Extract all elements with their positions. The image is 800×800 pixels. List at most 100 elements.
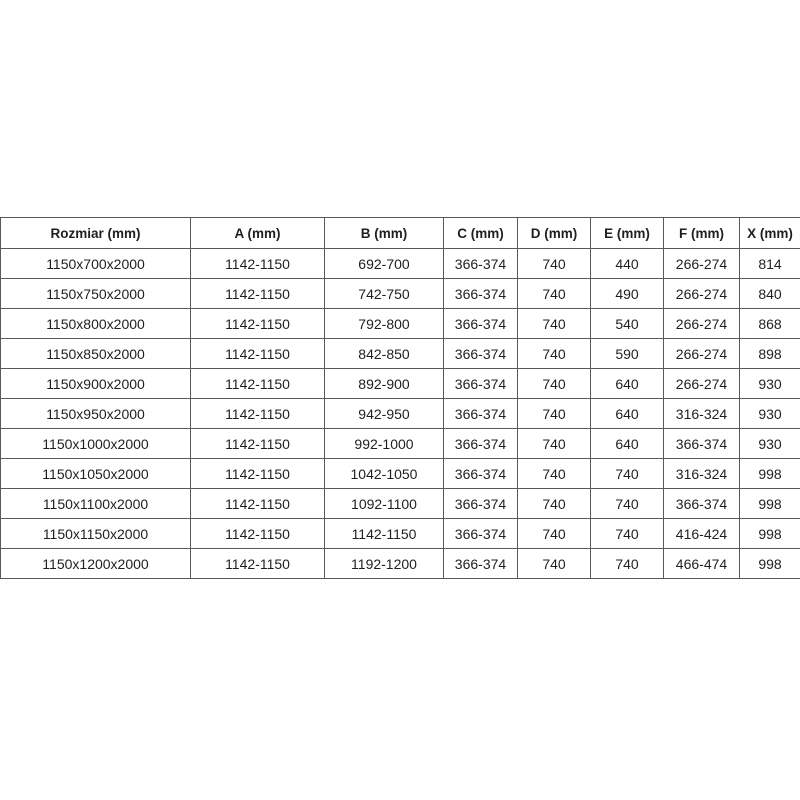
table-row: 1150x750x2000 1142-1150 742-750 366-374 740 4… — [0, 278, 800, 309]
table-cell: 1142-1150 — [324, 518, 444, 549]
table-cell: 1142-1150 — [190, 368, 325, 399]
table-cell: 540 — [590, 308, 664, 339]
table-row: 1150x1100x2000 1142-1150 1092-1100 366-374 7… — [0, 488, 800, 519]
table-cell: 1142-1150 — [190, 398, 325, 429]
dimensions-table: Rozmiar (mm) A (mm) B (mm) C (mm) D (mm) E (m… — [0, 217, 800, 579]
table-row: 1150x950x2000 1142-1150 942-950 366-374 740 6… — [0, 398, 800, 429]
table-cell: 366-374 — [663, 428, 740, 459]
table-cell: 366-374 — [443, 458, 518, 489]
table-cell: 1142-1150 — [190, 278, 325, 309]
table-cell: 740 — [590, 458, 664, 489]
table-cell: 998 — [739, 548, 800, 579]
table-cell: 366-374 — [443, 548, 518, 579]
table-cell: 366-374 — [443, 278, 518, 309]
table-cell: 840 — [739, 278, 800, 309]
table-cell: 842-850 — [324, 338, 444, 369]
table-cell: 1142-1150 — [190, 428, 325, 459]
table-cell: 740 — [517, 548, 591, 579]
table-cell: 366-374 — [443, 368, 518, 399]
table-cell: 466-474 — [663, 548, 740, 579]
column-header: C (mm) — [443, 217, 518, 249]
column-header: A (mm) — [190, 217, 325, 249]
table-cell: 1150x850x2000 — [0, 338, 191, 369]
table-cell: 1150x700x2000 — [0, 248, 191, 279]
table-cell: 366-374 — [443, 488, 518, 519]
table-cell: 740 — [590, 548, 664, 579]
table-cell: 490 — [590, 278, 664, 309]
table-cell: 740 — [517, 518, 591, 549]
column-header: F (mm) — [663, 217, 740, 249]
table-cell: 742-750 — [324, 278, 444, 309]
table-cell: 740 — [517, 368, 591, 399]
table-row: 1150x1050x2000 1142-1150 1042-1050 366-374 7… — [0, 458, 800, 489]
table-row: 1150x700x2000 1142-1150 692-700 366-374 740 4… — [0, 248, 800, 279]
table-cell: 416-424 — [663, 518, 740, 549]
table-cell: 266-274 — [663, 248, 740, 279]
column-header: B (mm) — [324, 217, 444, 249]
table-cell: 1150x1000x2000 — [0, 428, 191, 459]
table-cell: 1092-1100 — [324, 488, 444, 519]
table-cell: 1150x900x2000 — [0, 368, 191, 399]
table-cell: 640 — [590, 428, 664, 459]
table-cell: 366-374 — [443, 308, 518, 339]
table-cell: 1142-1150 — [190, 248, 325, 279]
table-cell: 930 — [739, 428, 800, 459]
table-cell: 366-374 — [443, 428, 518, 459]
column-header: E (mm) — [590, 217, 664, 249]
table-row: 1150x900x2000 1142-1150 892-900 366-374 740 6… — [0, 368, 800, 399]
table-cell: 930 — [739, 398, 800, 429]
dimensions-table-container: Rozmiar (mm) A (mm) B (mm) C (mm) D (mm) E (m… — [0, 217, 800, 579]
table-cell: 1150x1100x2000 — [0, 488, 191, 519]
table-cell: 1142-1150 — [190, 458, 325, 489]
table-cell: 740 — [517, 458, 591, 489]
table-cell: 1150x800x2000 — [0, 308, 191, 339]
table-body: 1150x700x2000 1142-1150 692-700 366-374 740 4… — [0, 248, 800, 579]
table-cell: 1042-1050 — [324, 458, 444, 489]
table-cell: 942-950 — [324, 398, 444, 429]
table-cell: 740 — [590, 518, 664, 549]
table-cell: 266-274 — [663, 338, 740, 369]
table-cell: 998 — [739, 518, 800, 549]
table-cell: 740 — [517, 398, 591, 429]
table-cell: 792-800 — [324, 308, 444, 339]
table-cell: 740 — [517, 338, 591, 369]
table-cell: 740 — [517, 278, 591, 309]
table-row: 1150x1200x2000 1142-1150 1192-1200 366-374 7… — [0, 548, 800, 579]
table-cell: 1142-1150 — [190, 518, 325, 549]
table-cell: 366-374 — [443, 248, 518, 279]
table-cell: 992-1000 — [324, 428, 444, 459]
table-cell: 266-274 — [663, 368, 740, 399]
table-cell: 998 — [739, 458, 800, 489]
table-cell: 692-700 — [324, 248, 444, 279]
table-cell: 1150x1150x2000 — [0, 518, 191, 549]
table-row: 1150x800x2000 1142-1150 792-800 366-374 740 5… — [0, 308, 800, 339]
table-cell: 740 — [517, 308, 591, 339]
table-cell: 930 — [739, 368, 800, 399]
table-cell: 366-374 — [443, 518, 518, 549]
table-cell: 740 — [517, 248, 591, 279]
table-cell: 1150x1050x2000 — [0, 458, 191, 489]
table-cell: 366-374 — [443, 338, 518, 369]
table-cell: 366-374 — [663, 488, 740, 519]
table-cell: 1142-1150 — [190, 548, 325, 579]
table-cell: 590 — [590, 338, 664, 369]
table-cell: 740 — [517, 428, 591, 459]
table-cell: 740 — [517, 488, 591, 519]
table-row: 1150x1000x2000 1142-1150 992-1000 366-374 74… — [0, 428, 800, 459]
table-cell: 1192-1200 — [324, 548, 444, 579]
table-cell: 640 — [590, 398, 664, 429]
table-header-row: Rozmiar (mm) A (mm) B (mm) C (mm) D (mm) E (m… — [0, 217, 800, 249]
column-header: D (mm) — [517, 217, 591, 249]
table-cell: 316-324 — [663, 398, 740, 429]
table-cell: 898 — [739, 338, 800, 369]
table-cell: 1142-1150 — [190, 488, 325, 519]
table-cell: 316-324 — [663, 458, 740, 489]
table-cell: 266-274 — [663, 278, 740, 309]
table-cell: 366-374 — [443, 398, 518, 429]
table-cell: 1150x750x2000 — [0, 278, 191, 309]
table-cell: 640 — [590, 368, 664, 399]
table-cell: 1150x1200x2000 — [0, 548, 191, 579]
table-cell: 892-900 — [324, 368, 444, 399]
table-cell: 740 — [590, 488, 664, 519]
